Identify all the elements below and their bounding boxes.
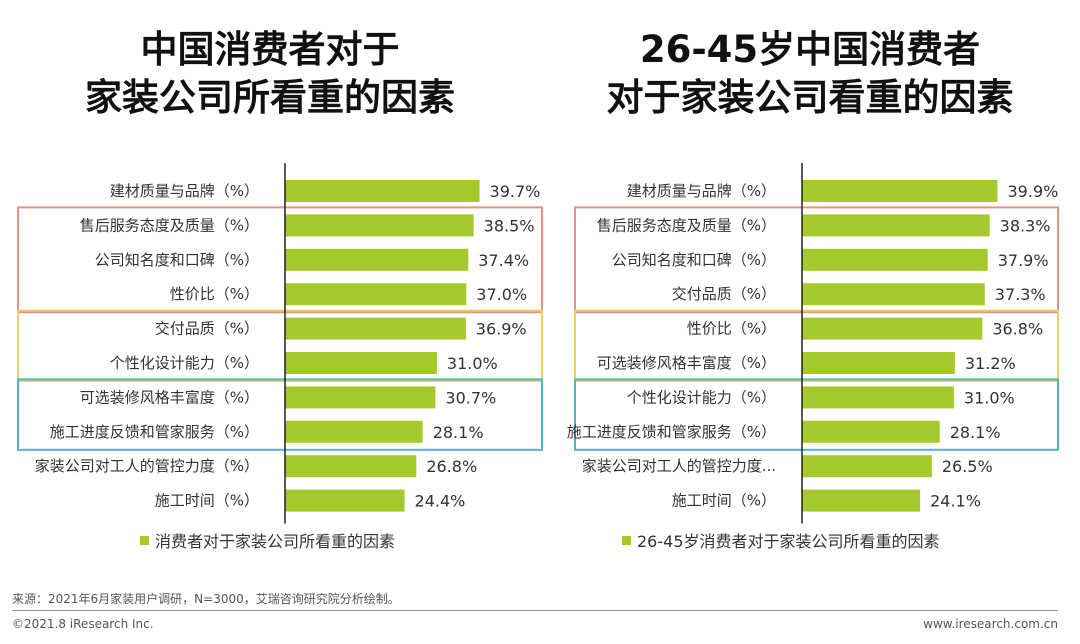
right-bar-3 — [802, 283, 985, 306]
left-value-label-3: 37.0% — [476, 285, 527, 304]
right-category-label-9: 施工时间（%） — [672, 492, 776, 510]
right-legend-swatch — [622, 536, 631, 545]
left-value-label-6: 30.7% — [445, 388, 496, 407]
right-chart-title: 26-45岁中国消费者 对于家装公司看重的因素 — [540, 26, 1080, 122]
right-category-label-5: 可选装修风格丰富度（%） — [597, 354, 776, 372]
right-highlight-box-blue — [574, 378, 1059, 451]
left-category-label-0: 建材质量与品牌（%） — [110, 182, 259, 200]
right-chart-title-line-2: 对于家装公司看重的因素 — [606, 76, 1014, 119]
left-category-label-9: 施工时间（%） — [155, 492, 259, 510]
right-bar-1 — [802, 214, 990, 237]
left-category-label-4: 交付品质（%） — [155, 320, 259, 338]
left-value-label-5: 31.0% — [447, 354, 498, 373]
right-highlight-box-yellow — [574, 309, 1059, 383]
left-highlight-box-red — [17, 206, 543, 314]
left-legend-label: 消费者对于家装公司所看重的因素 — [155, 532, 395, 551]
left-value-label-1: 38.5% — [484, 216, 535, 235]
footer-divider — [12, 610, 1058, 611]
right-bar-4 — [802, 317, 983, 340]
right-value-label-1: 38.3% — [1000, 216, 1051, 235]
left-bar-1 — [285, 214, 474, 237]
left-category-label-3: 性价比（%） — [170, 285, 259, 303]
right-value-label-7: 28.1% — [950, 423, 1001, 442]
bar-charts: 建材质量与品牌（%） 39.7% 售后服务态度及质量（%） 38.5% 公司知名度和口碑… — [17, 163, 1059, 551]
left-chart-title-line-1: 中国消费者对于 — [140, 28, 400, 71]
right-value-label-4: 36.8% — [992, 320, 1043, 339]
right-bar-8 — [802, 455, 932, 478]
left-highlight-box-yellow — [17, 309, 543, 383]
right-chart-title-line-1: 26-45岁中国消费者 — [639, 28, 981, 71]
right-bar-2 — [802, 248, 988, 271]
copyright: ©2021.8 iResearch Inc. — [12, 617, 154, 631]
right-bar-6 — [802, 386, 954, 409]
left-value-label-4: 36.9% — [476, 320, 527, 339]
left-bar-4 — [285, 317, 466, 340]
right-highlight-box-red — [574, 206, 1059, 314]
right-bar-7 — [802, 420, 940, 443]
right-value-label-5: 31.2% — [965, 354, 1016, 373]
right-category-label-6: 个性化设计能力（%） — [627, 388, 776, 406]
left-category-label-8: 家装公司对工人的管控力度（%） — [35, 457, 259, 475]
right-value-label-2: 37.9% — [998, 251, 1049, 270]
left-chart-title-line-2: 家装公司所看重的因素 — [85, 76, 455, 119]
right-category-label-2: 公司知名度和口碑（%） — [612, 251, 776, 269]
left-bar-7 — [285, 420, 423, 443]
right-category-label-4: 性价比（%） — [687, 320, 776, 338]
left-category-label-5: 个性化设计能力（%） — [110, 354, 259, 372]
left-bar-8 — [285, 455, 417, 478]
right-category-label-0: 建材质量与品牌（%） — [627, 182, 776, 200]
left-value-label-9: 24.4% — [415, 492, 466, 511]
left-bar-5 — [285, 352, 437, 374]
left-category-label-1: 售后服务态度及质量（%） — [80, 216, 259, 234]
right-value-label-3: 37.3% — [995, 285, 1046, 304]
right-bar-5 — [802, 352, 955, 374]
right-category-label-8: 家装公司对工人的管控力度... — [582, 457, 776, 475]
right-bar-9 — [802, 489, 921, 512]
left-bar-6 — [285, 386, 436, 409]
website-link[interactable]: www.iresearch.com.cn — [923, 617, 1058, 631]
right-category-label-3: 交付品质（%） — [672, 285, 776, 303]
left-legend-swatch — [140, 536, 149, 545]
left-bar-9 — [285, 489, 405, 512]
right-value-label-9: 24.1% — [930, 492, 981, 511]
left-value-label-8: 26.8% — [426, 457, 477, 476]
left-value-label-2: 37.4% — [478, 251, 529, 270]
right-value-label-6: 31.0% — [964, 388, 1015, 407]
right-category-label-7: 施工进度反馈和管家服务（%） — [567, 423, 776, 441]
left-category-label-7: 施工进度反馈和管家服务（%） — [50, 423, 259, 441]
left-category-label-6: 可选装修风格丰富度（%） — [80, 388, 259, 406]
left-bar-0 — [285, 180, 480, 202]
right-value-label-8: 26.5% — [942, 457, 993, 476]
right-value-label-0: 39.9% — [1008, 182, 1059, 201]
left-chart-title: 中国消费者对于 家装公司所看重的因素 — [0, 26, 540, 122]
left-value-label-7: 28.1% — [433, 423, 484, 442]
left-category-label-2: 公司知名度和口碑（%） — [95, 251, 259, 269]
right-legend-label: 26-45岁消费者对于家装公司所看重的因素 — [637, 532, 940, 551]
right-bar-0 — [802, 180, 998, 202]
left-highlight-box-blue — [17, 378, 543, 451]
left-bar-2 — [285, 248, 469, 271]
left-bar-3 — [285, 283, 467, 306]
left-value-label-0: 39.7% — [490, 182, 541, 201]
source-note: 来源：2021年6月家装用户调研，N=3000，艾瑞咨询研究院分析绘制。 — [12, 592, 400, 606]
right-category-label-1: 售后服务态度及质量（%） — [597, 216, 776, 234]
